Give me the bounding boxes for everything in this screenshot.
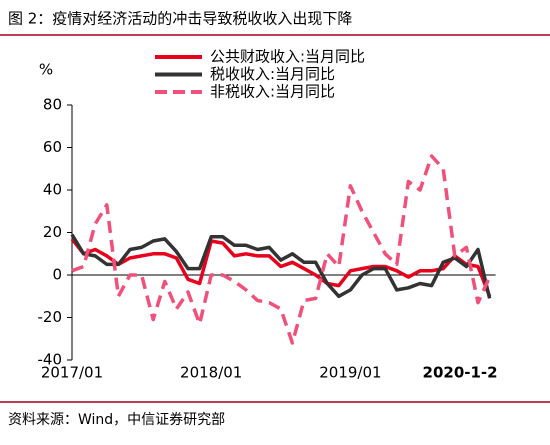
y-tick-label: 40 xyxy=(43,181,62,199)
x-tick-label: 2018/01 xyxy=(180,364,242,382)
x-tick-label: 2019/01 xyxy=(319,364,381,382)
y-tick-label: 0 xyxy=(52,266,62,284)
source: 资料来源：Wind，中信证券研究部 xyxy=(8,412,225,428)
y-tick-label: 80 xyxy=(43,96,62,114)
series-line xyxy=(71,154,492,345)
y-tick-label: 20 xyxy=(43,223,62,241)
chart-title: 图 2：疫情对经济活动的冲击导致税收收入出现下降 xyxy=(8,10,352,28)
y-tick-label: -20 xyxy=(38,308,63,326)
y-axis-label: % xyxy=(39,61,53,79)
legend-label: 公共财政收入:当月同比 xyxy=(210,48,365,66)
legend-label: 税收收入:当月同比 xyxy=(210,65,335,83)
legend-label: 非税收入:当月同比 xyxy=(210,83,335,101)
y-tick-label: -40 xyxy=(38,351,63,369)
x-tick-label: 2017/01 xyxy=(41,364,103,382)
y-tick-label: 60 xyxy=(43,138,62,156)
series-line xyxy=(70,233,492,299)
series-line xyxy=(70,237,492,297)
x-tick-label: 2020-1-2 xyxy=(423,364,498,382)
